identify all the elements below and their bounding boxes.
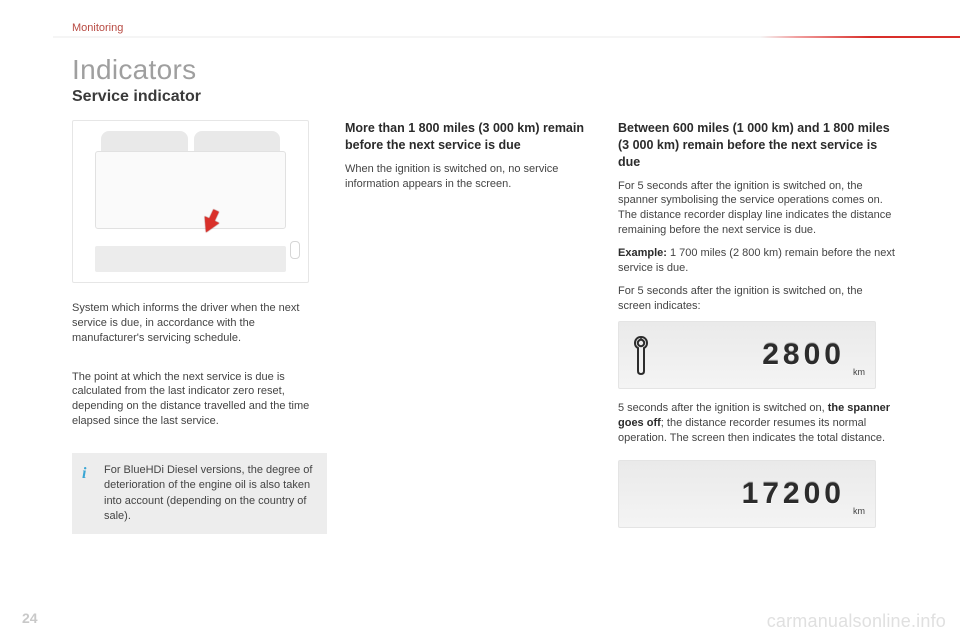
col2-paragraph: When the ignition is switched on, no ser… — [345, 162, 600, 192]
col3-example: Example: 1 700 miles (2 800 km) remain b… — [618, 246, 898, 276]
info-text: For BlueHDi Diesel versions, the degree … — [104, 464, 312, 522]
spanner-icon — [629, 335, 653, 375]
column-3: Between 600 miles (1 000 km) and 1 800 m… — [618, 120, 898, 540]
spacer — [72, 437, 327, 453]
dash-lower-panel — [95, 246, 286, 272]
section-label: Monitoring — [72, 22, 123, 34]
page-title: Indicators — [72, 54, 196, 86]
dash-stalk — [290, 241, 300, 259]
odometer-unit: km — [853, 505, 865, 517]
odometer-display-2: 17200 km — [618, 460, 876, 528]
content-columns: System which informs the driver when the… — [72, 120, 898, 540]
dash-tab — [101, 131, 188, 153]
dash-screen — [95, 151, 286, 229]
col3-heading: Between 600 miles (1 000 km) and 1 800 m… — [618, 120, 898, 171]
info-callout: i For BlueHDi Diesel versions, the degre… — [72, 453, 327, 535]
info-icon: i — [82, 463, 86, 485]
column-1: System which informs the driver when the… — [72, 120, 327, 540]
column-2: More than 1 800 miles (3 000 km) remain … — [345, 120, 600, 540]
odometer-digits: 17200 — [742, 477, 845, 510]
odometer-unit: km — [853, 366, 865, 378]
page-subtitle: Service indicator — [72, 88, 201, 106]
page-number: 24 — [22, 610, 38, 626]
example-label: Example: — [618, 247, 667, 259]
odometer-digits: 2800 — [762, 338, 845, 371]
dash-tab — [194, 131, 281, 153]
header-rule — [53, 36, 960, 38]
odometer-value: 2800 — [653, 335, 865, 376]
dash-tabs — [101, 131, 280, 153]
spacer — [72, 354, 327, 370]
watermark: carmanualsonline.info — [767, 611, 946, 632]
col2-heading: More than 1 800 miles (3 000 km) remain … — [345, 120, 600, 154]
odometer-display-1: 2800 km — [618, 321, 876, 389]
p3-a: 5 seconds after the ignition is switched… — [618, 402, 828, 414]
col3-paragraph-2: For 5 seconds after the ignition is swit… — [618, 284, 898, 314]
odometer-value: 17200 — [653, 474, 865, 515]
manual-page: Monitoring Indicators Service indicator … — [0, 0, 960, 640]
dashboard-illustration — [72, 120, 309, 283]
intro-paragraph-2: The point at which the next service is d… — [72, 370, 327, 429]
col3-paragraph-3: 5 seconds after the ignition is switched… — [618, 401, 898, 446]
col3-paragraph-1: For 5 seconds after the ignition is swit… — [618, 179, 898, 238]
intro-paragraph-1: System which informs the driver when the… — [72, 301, 327, 346]
